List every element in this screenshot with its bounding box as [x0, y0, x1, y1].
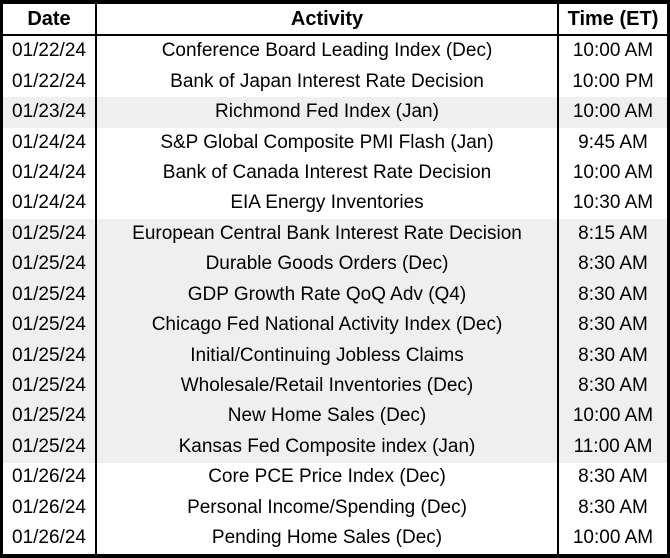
- time-cell: 8:30 AM: [558, 371, 667, 402]
- table-row: 01/24/24 S&P Global Composite PMI Flash (…: [3, 127, 667, 159]
- date-cell: 01/24/24: [3, 158, 97, 189]
- activity-cell: Bank of Canada Interest Rate Decision: [96, 158, 559, 189]
- table-row: 01/24/24 Bank of Canada Interest Rate Dec…: [3, 158, 667, 189]
- activity-cell: Personal Income/Spending (Dec): [96, 493, 559, 524]
- date-cell: 01/25/24: [3, 219, 97, 250]
- table-row: 01/22/24 Bank of Japan Interest Rate Deci…: [3, 66, 667, 98]
- activity-cell: European Central Bank Interest Rate Deci…: [96, 219, 559, 250]
- activity-cell: EIA Energy Inventories: [96, 188, 559, 220]
- time-cell: 8:30 AM: [558, 310, 667, 341]
- activity-cell: Conference Board Leading Index (Dec): [96, 35, 559, 67]
- table-row: 01/25/24 New Home Sales (Dec) 10:00 AM: [3, 401, 667, 433]
- time-cell: 9:45 AM: [558, 127, 667, 159]
- activity-cell: GDP Growth Rate QoQ Adv (Q4): [96, 279, 559, 311]
- date-cell: 01/25/24: [3, 401, 97, 433]
- table-row: 01/25/24 Wholesale/Retail Inventories (De…: [3, 371, 667, 402]
- table-row: 01/25/24 Chicago Fed National Activity In…: [3, 310, 667, 341]
- time-cell: 10:00 AM: [558, 158, 667, 189]
- time-cell: 8:30 AM: [558, 279, 667, 311]
- date-cell: 01/22/24: [3, 66, 97, 98]
- table-row: 01/25/24 GDP Growth Rate QoQ Adv (Q4) 8:30…: [3, 279, 667, 311]
- date-cell: 01/25/24: [3, 249, 97, 280]
- time-cell: 8:30 AM: [558, 462, 667, 494]
- date-cell: 01/25/24: [3, 371, 97, 402]
- time-cell: 8:30 AM: [558, 340, 667, 372]
- time-cell: 10:00 AM: [558, 35, 667, 67]
- date-cell: 01/25/24: [3, 432, 97, 463]
- table-row: 01/26/24 Pending Home Sales (Dec) 10:00 AM: [3, 523, 667, 554]
- date-cell: 01/26/24: [3, 523, 97, 554]
- date-cell: 01/23/24: [3, 97, 97, 128]
- activity-cell: S&P Global Composite PMI Flash (Jan): [96, 127, 559, 159]
- date-cell: 01/24/24: [3, 127, 97, 159]
- column-header-time: Time (ET): [558, 4, 667, 36]
- table-row: 01/25/24 Initial/Continuing Jobless Claim…: [3, 340, 667, 372]
- time-cell: 8:30 AM: [558, 249, 667, 280]
- activity-cell: Bank of Japan Interest Rate Decision: [96, 66, 559, 98]
- time-cell: 10:00 AM: [558, 97, 667, 128]
- time-cell: 10:00 PM: [558, 66, 667, 98]
- header-row: Date Activity Time (ET): [3, 4, 667, 36]
- time-cell: 10:00 AM: [558, 401, 667, 433]
- time-cell: 11:00 AM: [558, 432, 667, 463]
- table-row: 01/22/24 Conference Board Leading Index (…: [3, 35, 667, 67]
- activity-cell: Durable Goods Orders (Dec): [96, 249, 559, 280]
- calendar-table: Date Activity Time (ET) 01/22/24 Conferen…: [3, 4, 667, 554]
- table-row: 01/26/24 Personal Income/Spending (Dec) 8:…: [3, 493, 667, 524]
- time-cell: 8:15 AM: [558, 219, 667, 250]
- time-cell: 8:30 AM: [558, 493, 667, 524]
- table-row: 01/25/24 European Central Bank Interest R…: [3, 219, 667, 250]
- date-cell: 01/26/24: [3, 462, 97, 494]
- activity-cell: Wholesale/Retail Inventories (Dec): [96, 371, 559, 402]
- date-cell: 01/25/24: [3, 279, 97, 311]
- table-header: Date Activity Time (ET): [3, 4, 667, 36]
- date-cell: 01/22/24: [3, 35, 97, 67]
- time-cell: 10:00 AM: [558, 523, 667, 554]
- activity-cell: Core PCE Price Index (Dec): [96, 462, 559, 494]
- table-row: 01/26/24 Core PCE Price Index (Dec) 8:30 A…: [3, 462, 667, 494]
- table-row: 01/25/24 Durable Goods Orders (Dec) 8:30 A…: [3, 249, 667, 280]
- table-row: 01/23/24 Richmond Fed Index (Jan) 10:00 AM: [3, 97, 667, 128]
- activity-cell: Pending Home Sales (Dec): [96, 523, 559, 554]
- column-header-activity: Activity: [96, 4, 559, 36]
- time-cell: 10:30 AM: [558, 188, 667, 220]
- date-cell: 01/25/24: [3, 310, 97, 341]
- column-header-date: Date: [3, 4, 97, 36]
- activity-cell: New Home Sales (Dec): [96, 401, 559, 433]
- date-cell: 01/24/24: [3, 188, 97, 220]
- table-body: 01/22/24 Conference Board Leading Index (…: [3, 35, 667, 554]
- activity-cell: Initial/Continuing Jobless Claims: [96, 340, 559, 372]
- table-row: 01/25/24 Kansas Fed Composite index (Jan)…: [3, 432, 667, 463]
- date-cell: 01/25/24: [3, 340, 97, 372]
- date-cell: 01/26/24: [3, 493, 97, 524]
- activity-cell: Chicago Fed National Activity Index (Dec…: [96, 310, 559, 341]
- activity-cell: Richmond Fed Index (Jan): [96, 97, 559, 128]
- activity-cell: Kansas Fed Composite index (Jan): [96, 432, 559, 463]
- table-row: 01/24/24 EIA Energy Inventories 10:30 AM: [3, 188, 667, 220]
